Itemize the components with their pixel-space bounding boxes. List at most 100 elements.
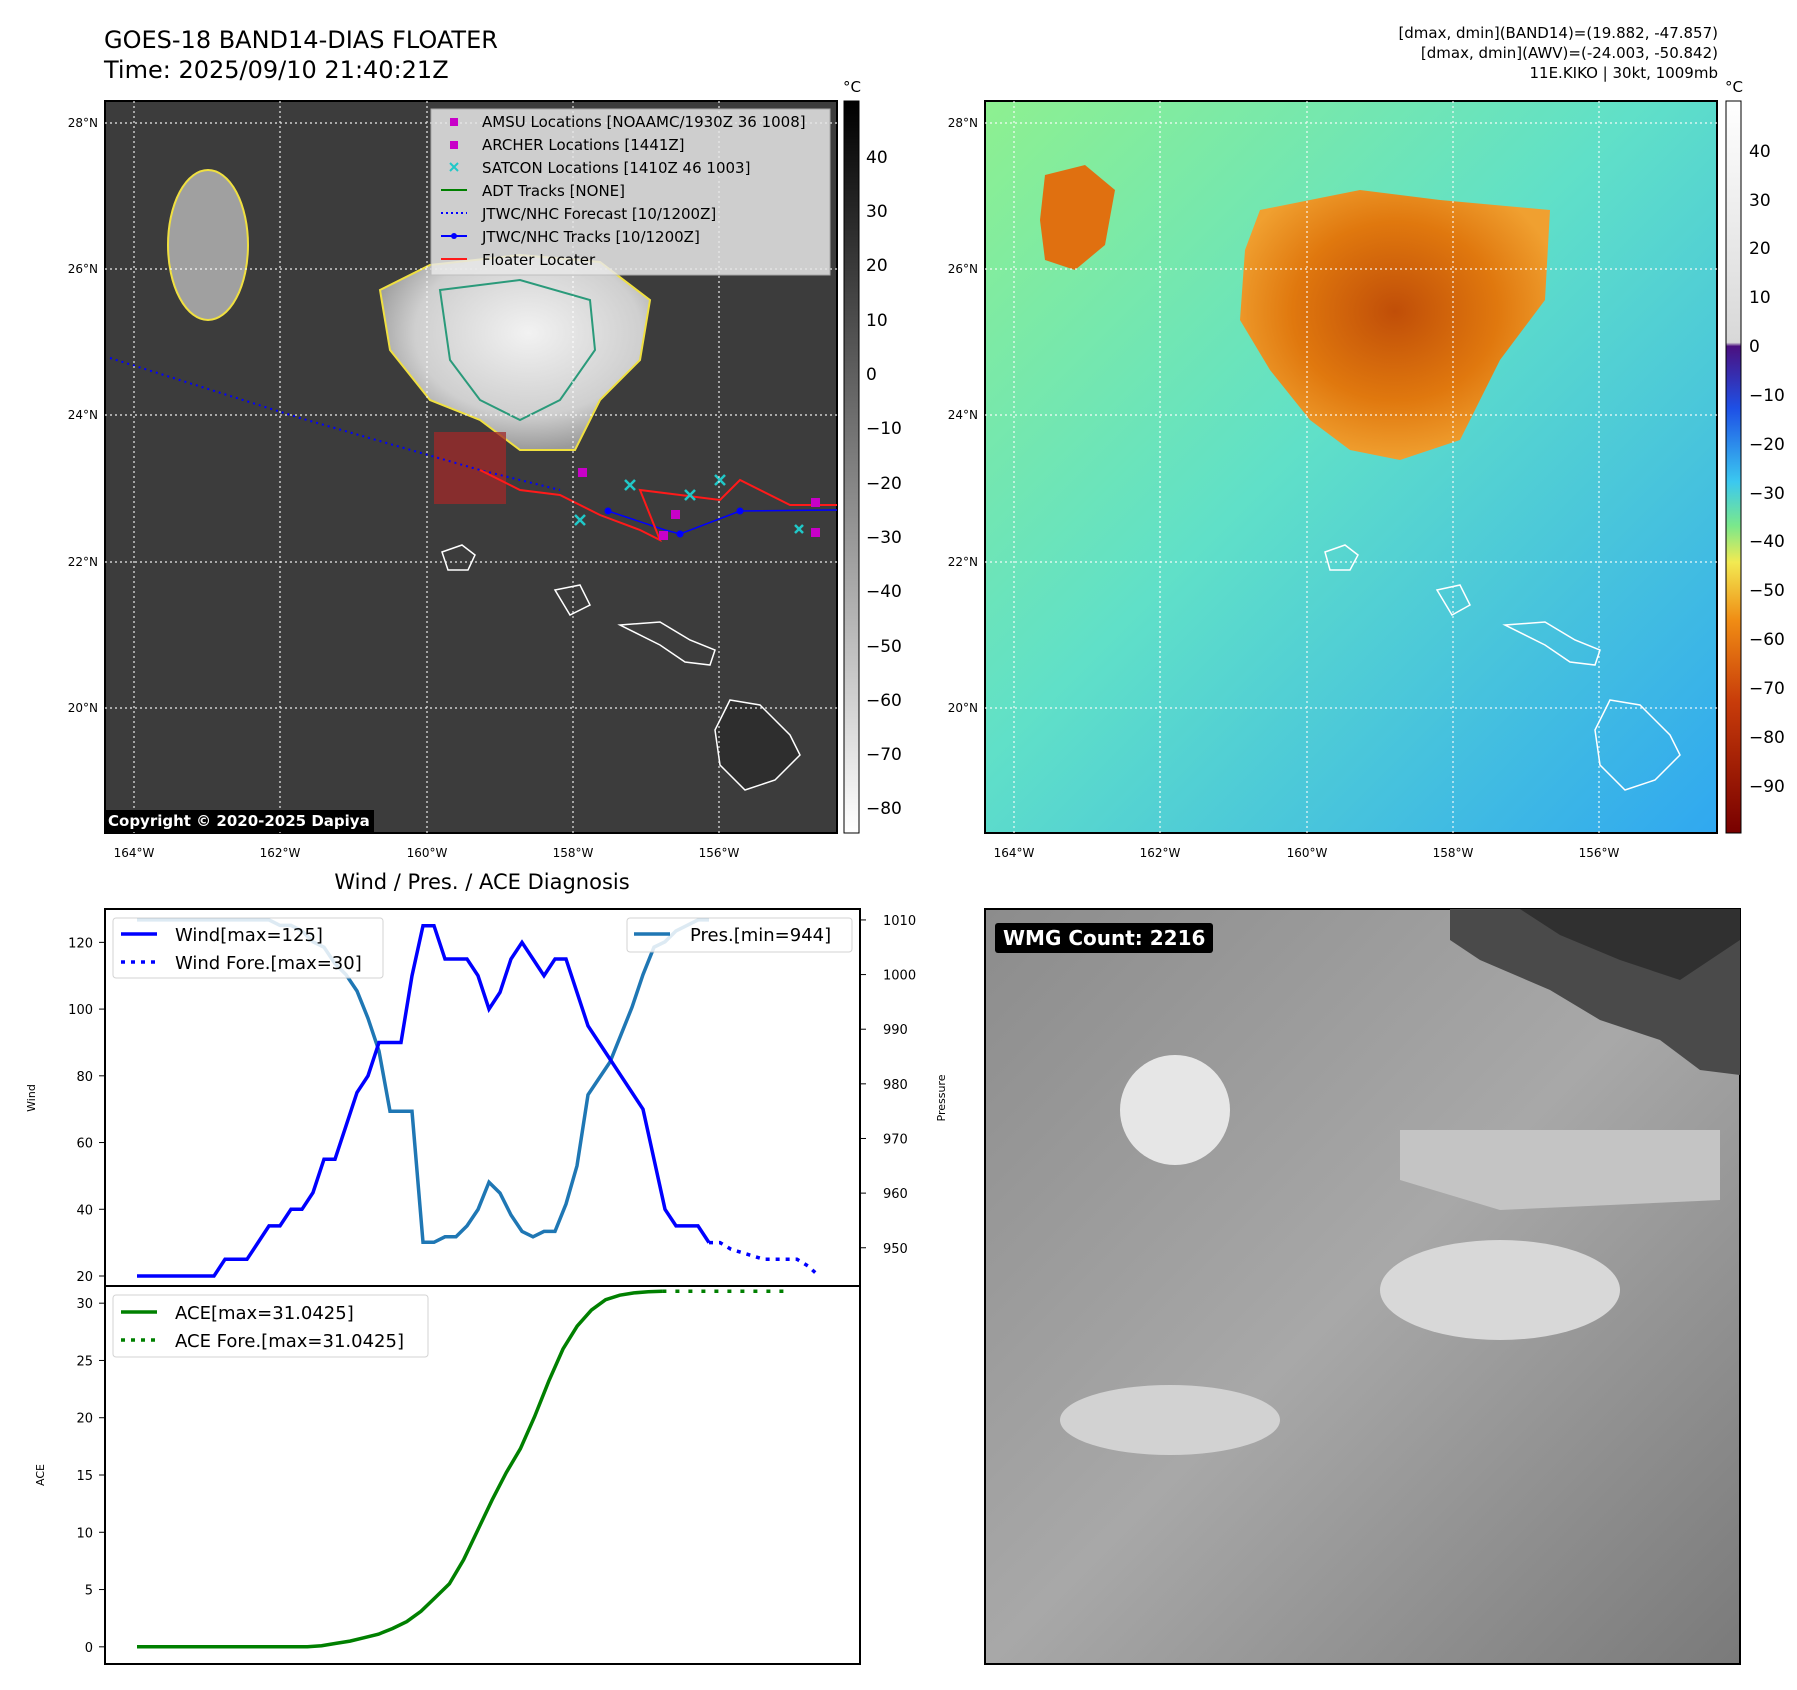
ir-colorbar-tick: −30 bbox=[866, 528, 902, 548]
figure-time: Time: 2025/09/10 21:40:21Z bbox=[104, 56, 449, 84]
ir-cold-contour bbox=[438, 278, 597, 422]
wv-lon-label: 156°W bbox=[1579, 846, 1620, 860]
wv-lat-labels: 28°N 26°N 24°N 22°N 20°N bbox=[948, 116, 978, 715]
legend-ace-forecast-label: ACE Fore.[max=31.0425] bbox=[175, 1331, 404, 1352]
pressure-axis-ticks: 950 960 970 980 990 1000 1010 bbox=[860, 914, 916, 1257]
wind-axis-ticks: 20 40 60 80 100 120 bbox=[68, 936, 105, 1285]
storm-info-text: 11E.KIKO | 30kt, 1009mb bbox=[1529, 64, 1718, 82]
wv-colorbar-tick: −70 bbox=[1749, 679, 1785, 699]
nhc-track-point bbox=[676, 530, 684, 538]
island-maui-group bbox=[617, 621, 716, 666]
wv-cold-area-west bbox=[1040, 165, 1115, 270]
wv-colorbar-tick: 20 bbox=[1749, 239, 1771, 259]
legend-archer-label: ARCHER Locations [1441Z] bbox=[482, 136, 685, 154]
wv-island-big-island bbox=[1594, 699, 1681, 791]
ir-lon-label: 164°W bbox=[114, 846, 155, 860]
band14-range-text: [dmax, dmin](BAND14)=(19.882, -47.857) bbox=[1398, 24, 1718, 42]
legend-satcon-label: SATCON Locations [1410Z 46 1003] bbox=[482, 159, 750, 177]
ace-line bbox=[137, 1289, 663, 1649]
wv-island-maui-group bbox=[1502, 621, 1601, 666]
ir-colorbar-tick: −50 bbox=[866, 637, 902, 657]
pressure-axis-tick-label: 960 bbox=[883, 1187, 908, 1202]
wmg-panel bbox=[984, 908, 1741, 1665]
floater-box bbox=[434, 432, 506, 504]
wv-lon-label: 164°W bbox=[994, 846, 1035, 860]
wmg-darkest-region bbox=[1520, 909, 1740, 980]
wv-colorbar-ticks: 40 30 20 10 0 −10 −20 −30 −40 −50 −60 −7… bbox=[1749, 142, 1785, 797]
legend-ace-label: ACE[max=31.0425] bbox=[175, 1303, 354, 1324]
wv-lat-label: 26°N bbox=[948, 262, 978, 276]
island-big-island bbox=[714, 699, 801, 791]
wind-line bbox=[137, 923, 711, 1278]
wv-lat-label: 22°N bbox=[948, 555, 978, 569]
wv-lon-labels: 164°W 162°W 160°W 158°W 156°W bbox=[994, 846, 1620, 860]
ir-lon-label: 160°W bbox=[407, 846, 448, 860]
legend-satcon-marker bbox=[449, 162, 459, 172]
ir-colorbar-tick: −10 bbox=[866, 419, 902, 439]
legend-adt-label: ADT Tracks [NONE] bbox=[482, 182, 625, 200]
nhc-track-point bbox=[604, 507, 612, 515]
wmg-count-badge: WMG Count: 2216 bbox=[995, 923, 1214, 953]
wind-axis-tick-label: 40 bbox=[76, 1203, 93, 1218]
wind-pressure-chart: 20 40 60 80 100 120 950 960 970 980 990 1000 1010 W… bbox=[25, 870, 948, 1287]
ace-legend-box bbox=[112, 1294, 429, 1358]
archer-marker bbox=[671, 510, 680, 519]
wind-axis-tick-label: 120 bbox=[68, 936, 93, 951]
wv-lat-label: 24°N bbox=[948, 408, 978, 422]
ir-lat-labels: 28°N 26°N 24°N 22°N 20°N bbox=[68, 116, 98, 715]
archer-marker bbox=[811, 528, 820, 537]
wv-lat-label: 28°N bbox=[948, 116, 978, 130]
legend-amsu-marker bbox=[450, 118, 458, 126]
wv-colorbar-tick: 10 bbox=[1749, 288, 1771, 308]
legend-track-dot bbox=[451, 233, 457, 239]
wind-axis-tick-label: 100 bbox=[68, 1003, 93, 1018]
pressure-axis-tick-label: 970 bbox=[883, 1132, 908, 1147]
legend-forecast-label: JTWC/NHC Forecast [10/1200Z] bbox=[481, 205, 716, 223]
wv-colorbar-tick: −60 bbox=[1749, 630, 1785, 650]
pressure-legend-box bbox=[626, 917, 853, 953]
pressure-axis-label: Pressure bbox=[935, 1074, 948, 1121]
ir-colorbar-tick: −20 bbox=[866, 474, 902, 494]
nhc-track-point bbox=[736, 507, 744, 515]
ir-lon-label: 162°W bbox=[260, 846, 301, 860]
awv-range-text: [dmax, dmin](AWV)=(-24.003, -50.842) bbox=[1420, 44, 1718, 62]
wmg-mid-region bbox=[1400, 1130, 1720, 1210]
wv-colorbar-tick: −90 bbox=[1749, 777, 1785, 797]
ir-lat-label: 26°N bbox=[68, 262, 98, 276]
wmg-bright-band-right bbox=[1380, 1240, 1620, 1340]
pressure-axis-tick-label: 950 bbox=[883, 1242, 908, 1257]
ir-cloud-west bbox=[167, 169, 249, 321]
ace-axis-label: ACE bbox=[34, 1464, 47, 1486]
ace-axis-tick-label: 5 bbox=[85, 1584, 93, 1599]
wind-legend-box bbox=[112, 917, 384, 979]
archer-marker bbox=[659, 531, 668, 540]
ace-axis-tick-label: 0 bbox=[85, 1641, 93, 1656]
ir-colorbar-tick: 20 bbox=[866, 256, 888, 276]
ir-map-panel: AMSU Locations [NOAAMC/1930Z 36 1008] AR… bbox=[68, 78, 902, 860]
ir-lat-label: 28°N bbox=[68, 116, 98, 130]
archer-marker bbox=[811, 498, 820, 507]
wind-axis-label: Wind bbox=[25, 1084, 38, 1112]
diagnosis-chart-title: Wind / Pres. / ACE Diagnosis bbox=[334, 870, 629, 894]
ir-lon-label: 158°W bbox=[553, 846, 594, 860]
figure-title: GOES-18 BAND14-DIAS FLOATER bbox=[104, 26, 498, 54]
wind-axis-tick-label: 20 bbox=[76, 1270, 93, 1285]
wmg-bright-band-left bbox=[1060, 1385, 1280, 1455]
ace-axis-tick-label: 10 bbox=[76, 1526, 93, 1541]
legend-amsu-label: AMSU Locations [NOAAMC/1930Z 36 1008] bbox=[482, 113, 806, 131]
ir-colorbar-tick: −40 bbox=[866, 582, 902, 602]
ir-legend-box bbox=[430, 108, 831, 276]
wv-lon-label: 162°W bbox=[1140, 846, 1181, 860]
ace-axis-tick-label: 20 bbox=[76, 1412, 93, 1427]
legend-floater-label: Floater Locater bbox=[482, 251, 596, 269]
ir-colorbar-unit: °C bbox=[843, 78, 861, 96]
ace-chart: 0 5 10 15 20 25 30 ACE ACE[max=31.0425] ACE Fo… bbox=[34, 1285, 861, 1665]
ir-colorbar-tick: 10 bbox=[866, 311, 888, 331]
ir-lat-label: 24°N bbox=[68, 408, 98, 422]
legend-pressure-label: Pres.[min=944] bbox=[690, 925, 831, 946]
wv-colorbar-tick: 0 bbox=[1749, 337, 1760, 357]
ir-lon-label: 156°W bbox=[699, 846, 740, 860]
wmg-bright-spot bbox=[1120, 1055, 1230, 1165]
legend-archer-marker bbox=[450, 141, 458, 149]
pressure-axis-tick-label: 990 bbox=[883, 1023, 908, 1038]
